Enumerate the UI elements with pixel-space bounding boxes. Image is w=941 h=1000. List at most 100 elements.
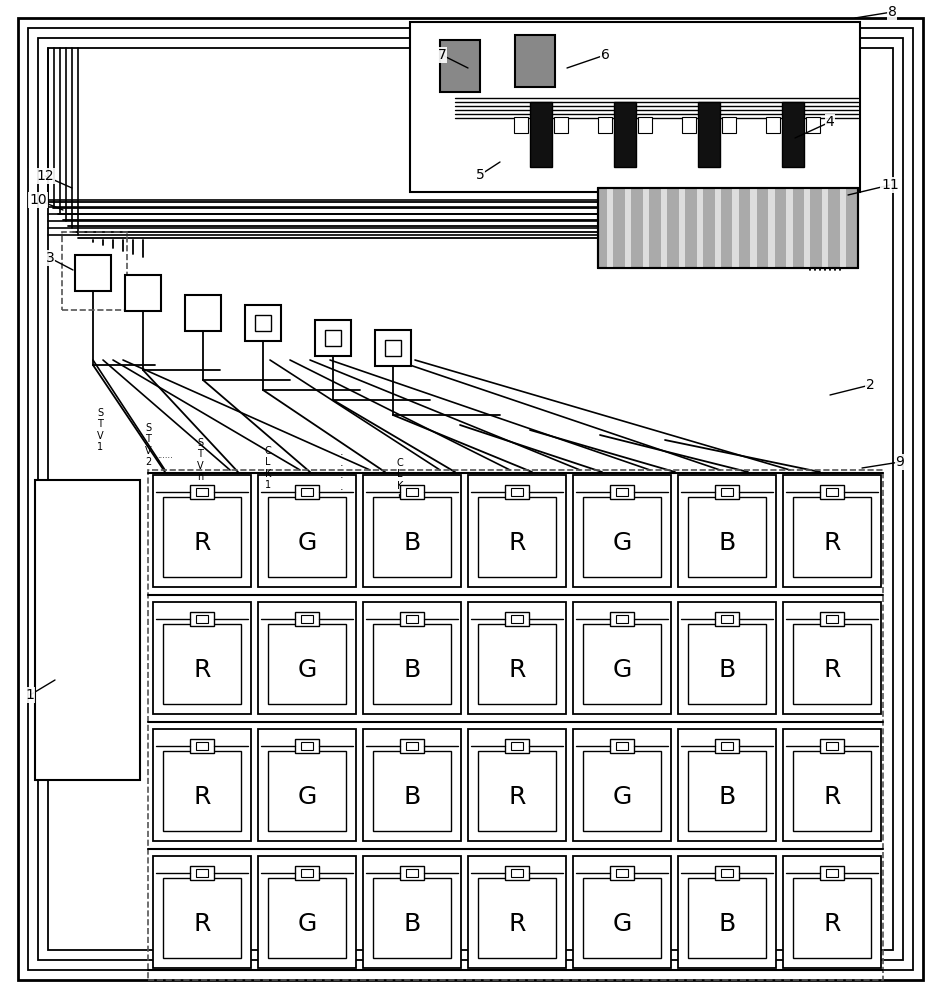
Text: R: R (193, 658, 211, 682)
Bar (153, 602, 251, 714)
Bar (400, 612, 424, 626)
Bar (468, 729, 566, 841)
Text: ......: ...... (157, 450, 173, 460)
Bar (583, 497, 661, 577)
Text: B: B (718, 531, 736, 555)
Bar (616, 869, 628, 877)
Text: B: B (404, 531, 421, 555)
Text: G: G (613, 531, 631, 555)
Bar (678, 602, 776, 714)
Bar (583, 878, 661, 958)
Bar (688, 624, 766, 704)
Bar (406, 615, 418, 623)
Bar (190, 739, 214, 753)
Bar (826, 615, 838, 623)
Text: R: R (193, 912, 211, 936)
Text: 12: 12 (36, 169, 54, 183)
Bar (153, 856, 251, 968)
Text: G: G (613, 785, 631, 809)
Bar (616, 742, 628, 750)
Text: .
.
.
.
.: . . . . . (341, 447, 343, 503)
Bar (573, 602, 671, 714)
Bar (315, 320, 351, 356)
Bar (301, 488, 313, 496)
Bar (678, 856, 776, 968)
Bar (511, 615, 523, 623)
Bar (505, 485, 529, 499)
Bar (678, 188, 685, 268)
Bar (783, 856, 881, 968)
Bar (48, 48, 893, 950)
Bar (616, 615, 628, 623)
Text: B: B (718, 912, 736, 936)
Bar (258, 856, 356, 968)
Bar (806, 117, 820, 133)
Text: G: G (297, 912, 316, 936)
Bar (410, 22, 860, 192)
Bar (750, 188, 757, 268)
Bar (373, 878, 451, 958)
Bar (268, 497, 346, 577)
Text: B: B (718, 658, 736, 682)
Bar (163, 751, 241, 831)
Bar (610, 485, 634, 499)
Bar (258, 475, 356, 587)
Bar (190, 612, 214, 626)
Bar (643, 188, 649, 268)
Bar (468, 475, 566, 587)
Text: 10: 10 (29, 193, 47, 207)
Text: G: G (613, 658, 631, 682)
Bar (440, 40, 480, 92)
Bar (62, 232, 127, 310)
Bar (295, 612, 319, 626)
Bar (258, 729, 356, 841)
Bar (840, 188, 846, 268)
Bar (373, 497, 451, 577)
Bar (598, 188, 858, 268)
Bar (363, 729, 461, 841)
Text: S
T
V
2: S T V 2 (145, 423, 152, 467)
Bar (196, 742, 208, 750)
Bar (614, 102, 636, 167)
Bar (573, 475, 671, 587)
Bar (721, 869, 733, 877)
Bar (301, 742, 313, 750)
Text: G: G (297, 785, 316, 809)
Bar (468, 856, 566, 968)
Bar (268, 751, 346, 831)
Bar (75, 255, 111, 291)
Bar (721, 615, 733, 623)
Bar (682, 117, 696, 133)
Bar (820, 612, 844, 626)
Bar (783, 475, 881, 587)
Bar (406, 488, 418, 496)
Bar (607, 188, 614, 268)
Bar (373, 751, 451, 831)
Bar (715, 612, 739, 626)
Bar (478, 497, 556, 577)
Text: B: B (718, 785, 736, 809)
Text: 2: 2 (866, 378, 874, 392)
Bar (782, 102, 804, 167)
Bar (583, 751, 661, 831)
Bar (514, 117, 528, 133)
Bar (505, 739, 529, 753)
Text: 7: 7 (438, 48, 446, 62)
Text: R: R (508, 912, 526, 936)
Bar (400, 866, 424, 880)
Bar (554, 117, 568, 133)
Text: 6: 6 (600, 48, 610, 62)
Bar (610, 866, 634, 880)
Bar (515, 35, 555, 87)
Bar (610, 739, 634, 753)
Bar (478, 751, 556, 831)
Text: S
T
V
1: S T V 1 (97, 408, 104, 452)
Text: 11: 11 (881, 178, 899, 192)
Bar (153, 475, 251, 587)
Bar (715, 739, 739, 753)
Bar (190, 866, 214, 880)
Bar (505, 866, 529, 880)
Bar (721, 488, 733, 496)
Bar (478, 878, 556, 958)
Bar (715, 866, 739, 880)
